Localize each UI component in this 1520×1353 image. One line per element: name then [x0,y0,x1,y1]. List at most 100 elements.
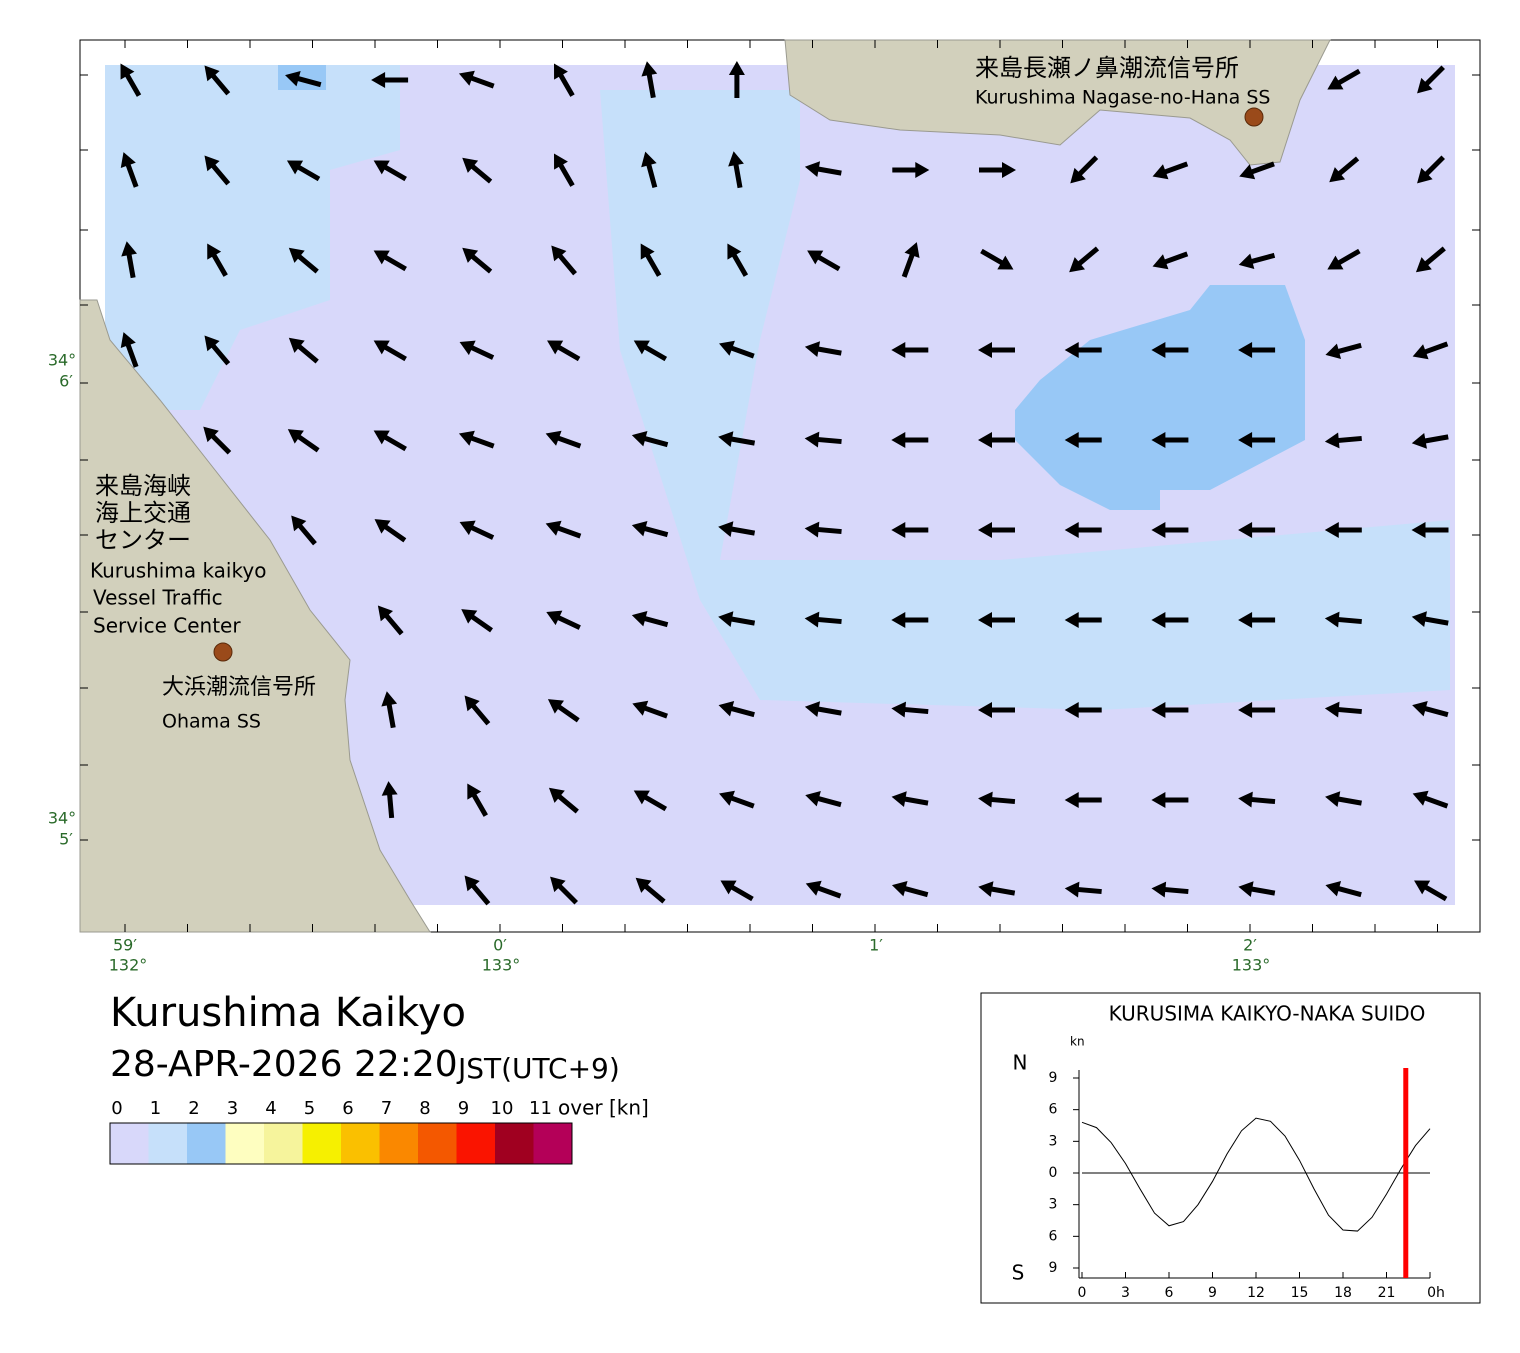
current-arrow [978,881,1016,898]
lon-label: 2′ [1243,936,1257,955]
current-arrow [719,340,755,359]
y-tick-label: 0 [1049,1165,1058,1181]
current-arrow [631,610,669,628]
lon-label: 0′ [493,936,507,955]
legend-label: 11 [529,1098,552,1119]
speed-zone [105,65,400,410]
legend-label: 8 [419,1098,430,1119]
current-arrow [718,521,756,538]
vts-label: Vessel Traffic [93,586,223,610]
x-tick-label: 15 [1291,1285,1309,1301]
current-arrow [1064,522,1102,538]
current-arrow [285,70,322,88]
legend-swatch [264,1123,303,1164]
current-arrow [1414,880,1448,902]
x-tick-label: 18 [1334,1285,1352,1301]
current-arrow [1411,432,1449,449]
lon-label: 59′ [113,936,137,955]
current-arrow [980,248,1014,270]
current-arrow [804,341,842,358]
current-arrow [458,430,495,449]
current-arrow [1411,522,1449,538]
station-marker [213,642,233,662]
current-arrow [1238,612,1276,628]
station-marker [1244,107,1264,127]
x-tick-label: 0h [1427,1285,1445,1301]
current-arrow [1064,702,1102,718]
current-arrow [1411,611,1449,628]
current-arrow [1151,522,1189,538]
current-arrow [204,335,231,366]
current-arrow [641,151,658,189]
speed-zone [600,90,1450,710]
current-arrow [891,701,929,718]
vts-label: 来島海峡 [95,472,191,500]
current-arrow [459,340,495,360]
current-arrow [1238,881,1276,898]
current-arrow [1238,702,1276,718]
station-label: Kurushima Nagase-no-Hana SS [975,87,1270,109]
speed-zone [1015,285,1305,510]
current-arrow [891,342,929,358]
current-arrow [640,243,662,277]
vts-label: Kurushima kaikyo [90,559,266,583]
current-arrow [1070,155,1099,184]
current-arrow [1238,522,1276,538]
current-arrow [727,243,749,277]
current-arrow [1151,612,1189,628]
legend-swatch [341,1123,380,1164]
legend: 0 1 2 3 4 5 6 7 8 9 10 11 over [kn] [109,1096,649,1165]
legend-label: 5 [304,1098,315,1119]
current-arrow [464,695,491,726]
current-arrow [291,515,317,546]
current-arrow [464,875,491,906]
current-arrow [979,162,1016,178]
legend-swatch [302,1123,341,1164]
current-arrow [371,72,409,88]
x-tick-label: 0 [1078,1285,1087,1301]
legend-swatch [533,1123,572,1164]
lon-label: 133° [1232,956,1271,975]
legend-suffix: over [kn] [558,1096,649,1120]
x-tick-label: 9 [1208,1285,1217,1301]
legend-label: 7 [381,1098,392,1119]
current-arrow [373,340,407,362]
current-arrow [1327,248,1361,270]
current-arrow [1238,791,1276,808]
station-label: 来島長瀬ノ鼻潮流信号所 [975,54,1239,82]
current-arrow [1412,341,1449,360]
legend-swatch [495,1123,534,1164]
lon-label: 132° [109,956,148,975]
current-arrow [459,520,495,540]
current-arrow [1417,155,1445,184]
legend-label: 4 [265,1098,276,1119]
current-arrow [288,247,319,274]
current-arrow [551,245,577,276]
legend-swatch [110,1123,149,1164]
station-label: Ohama SS [162,711,261,733]
chart-title: KURUSIMA KAIKYO-NAKA SUIDO [1109,1002,1426,1026]
current-arrow [203,426,232,455]
timezone: JST(UTC+9) [456,1052,620,1085]
current-arrow [804,161,842,178]
current-arrow [804,611,842,628]
current-arrow [978,612,1015,628]
lat-label: 5′ [59,830,73,849]
current-arrow [554,153,575,187]
legend-label: 3 [227,1098,238,1119]
current-arrow [891,612,929,628]
current-arrow [207,243,228,277]
current-arrow [287,429,320,453]
lon-label: 133° [482,956,521,975]
current-arrow [719,790,755,809]
y-tick-label: 6 [1049,1102,1058,1118]
tide-curve [1081,1117,1431,1232]
vts-label: センター [95,526,191,554]
south-label: S [1012,1261,1025,1285]
current-arrow [1238,432,1276,448]
current-arrow [891,522,929,538]
legend-label: 2 [188,1098,199,1119]
current-arrow [1064,342,1102,358]
legend-swatch [456,1123,495,1164]
current-arrow [728,151,744,189]
